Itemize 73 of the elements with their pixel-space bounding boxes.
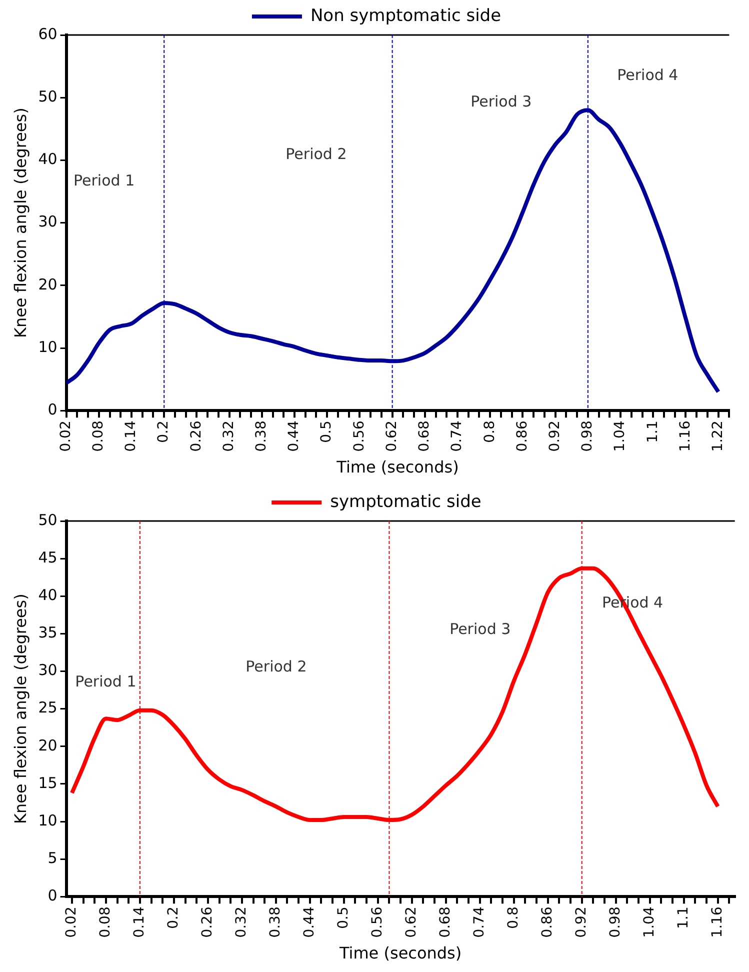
x-tick-label: 0.14 [123,420,140,452]
y-tick-label: 15 [38,774,58,792]
x-tick-label: 0.68 [416,420,433,452]
y-tick-label: 5 [48,848,58,867]
x-tick-label: 0.68 [438,906,454,938]
x-tick-label: 0.56 [351,420,368,452]
annotation: Period 2 [286,145,347,164]
y-tick-label: 20 [38,736,58,754]
y-tick-label: 0 [48,400,58,419]
y-tick-label: 0 [48,886,58,905]
y-axis-title: Knee flexion angle (degrees) [10,108,30,338]
x-tick-label: 0.38 [268,906,284,938]
x-tick-label: 1.1 [644,420,661,443]
x-tick-label: 1.04 [612,420,628,452]
y-tick-label: 25 [38,698,58,717]
y-tick-label: 35 [38,624,58,642]
y-tick-label: 60 [38,24,58,43]
y-tick-label: 10 [38,811,58,830]
x-tick-label: 0.8 [506,906,522,929]
y-tick-label: 45 [38,548,58,566]
y-tick-label: 30 [38,661,58,680]
x-tick-label: 1.1 [675,906,692,929]
y-tick-label: 50 [38,87,58,106]
x-tick-label: 0.26 [200,906,216,938]
x-axis-title: Time (seconds) [338,944,462,963]
x-tick-label: 0.38 [254,420,270,452]
x-tick-label: 1.04 [641,906,658,938]
x-tick-label: 0.2 [166,906,182,929]
x-tick-label: 0.74 [449,420,466,452]
y-tick-label: 30 [38,212,58,231]
legend-label: Non symptomatic side [310,6,502,26]
x-axis-title: Time (seconds) [336,458,459,477]
x-tick-label: 0.5 [318,420,335,443]
x-tick-label: 0.56 [370,906,386,938]
x-tick-label: 1.16 [709,906,726,938]
x-tick-label: 0.44 [302,906,318,938]
y-axis-title: Knee flexion angle (degrees) [10,594,30,824]
y-tick-label: 10 [38,338,58,356]
annotation: Period 4 [617,66,678,84]
annotation: Period 1 [74,171,135,190]
x-tick-label: 0.2 [156,420,172,443]
line-series [66,108,720,394]
annotation: Period 3 [470,92,532,111]
x-tick-label: 0.86 [540,906,556,938]
x-tick-label: 0.92 [574,906,590,938]
x-tick-label: 0.8 [482,420,498,443]
annotation: Period 2 [246,657,307,676]
y-tick-label: 50 [38,510,58,529]
x-tick-label: 0.14 [132,906,148,938]
x-tick-label: 0.74 [472,906,488,938]
y-tick-label: 40 [38,150,58,168]
x-tick-label: 1.16 [677,420,694,452]
x-tick-label: 0.62 [404,906,420,938]
x-tick-label: 0.32 [220,420,237,452]
x-tick-label: 0.92 [546,420,563,452]
x-tick-label: 0.02 [58,420,74,452]
x-tick-label: 0.44 [286,420,302,452]
x-tick-label: 0.62 [384,420,400,452]
y-tick-label: 40 [38,586,58,604]
x-tick-label: 1.22 [710,420,726,452]
y-tick-label: 20 [38,275,58,294]
x-tick-label: 0.98 [580,420,596,452]
x-tick-label: 0.08 [90,420,107,452]
x-tick-label: 0.08 [98,906,114,938]
x-tick-label: 0.02 [64,906,80,938]
x-tick-label: 0.86 [514,420,530,452]
x-tick-label: 0.5 [336,906,352,929]
annotation: Period 3 [450,620,511,638]
x-tick-label: 0.26 [188,420,204,452]
legend-label: symptomatic side [330,492,482,512]
annotation: Period 1 [75,672,136,690]
x-tick-label: 0.98 [607,906,624,938]
x-tick-label: 0.32 [234,906,250,938]
